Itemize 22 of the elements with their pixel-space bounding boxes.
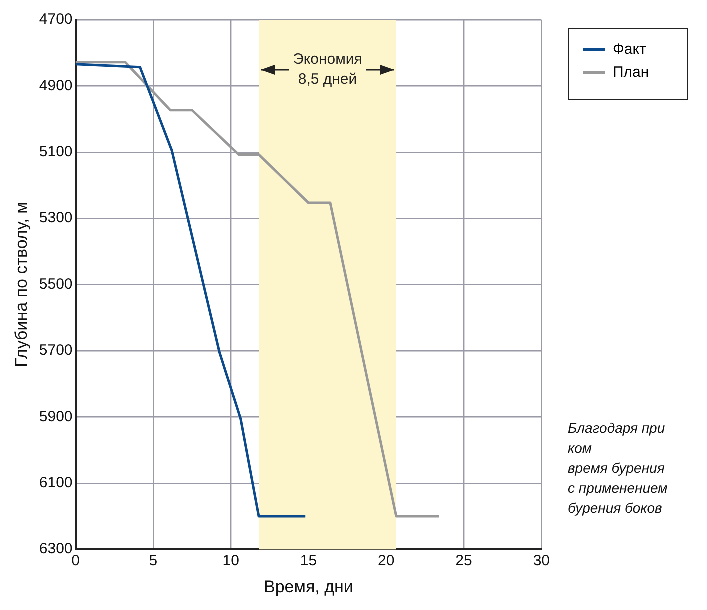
y-tick-label: 5300 <box>39 210 73 227</box>
y-tick-label: 5900 <box>39 408 73 426</box>
y-tick-label: 4700 <box>39 11 73 28</box>
x-axis-title: Время, дни <box>264 577 354 596</box>
legend-label: Факт <box>613 41 646 58</box>
x-tick-label: 20 <box>378 552 395 570</box>
y-tick-label: 5100 <box>39 144 73 161</box>
x-tick-label: 25 <box>456 552 472 570</box>
y-tick-label: 6100 <box>39 474 73 492</box>
band-label: Экономия 8,5 дней <box>293 51 362 88</box>
x-tick-label: 0 <box>72 552 80 570</box>
x-tick-label: 5 <box>149 552 158 570</box>
y-tick-label: 4900 <box>39 77 73 94</box>
y-tick-label: 5500 <box>39 276 73 293</box>
y-tick-label: 6300 <box>39 540 73 558</box>
y-tick-label: 5700 <box>39 342 73 360</box>
y-axis-title: Глубина по стволу, м <box>12 202 31 368</box>
x-tick-label: 10 <box>222 552 240 570</box>
text: Благодаря при ком время бурения с применением бурения боков <box>568 419 669 518</box>
x-tick-label: 30 <box>533 552 550 570</box>
x-tick-label: 15 <box>300 552 318 570</box>
legend-label: План <box>613 64 650 81</box>
